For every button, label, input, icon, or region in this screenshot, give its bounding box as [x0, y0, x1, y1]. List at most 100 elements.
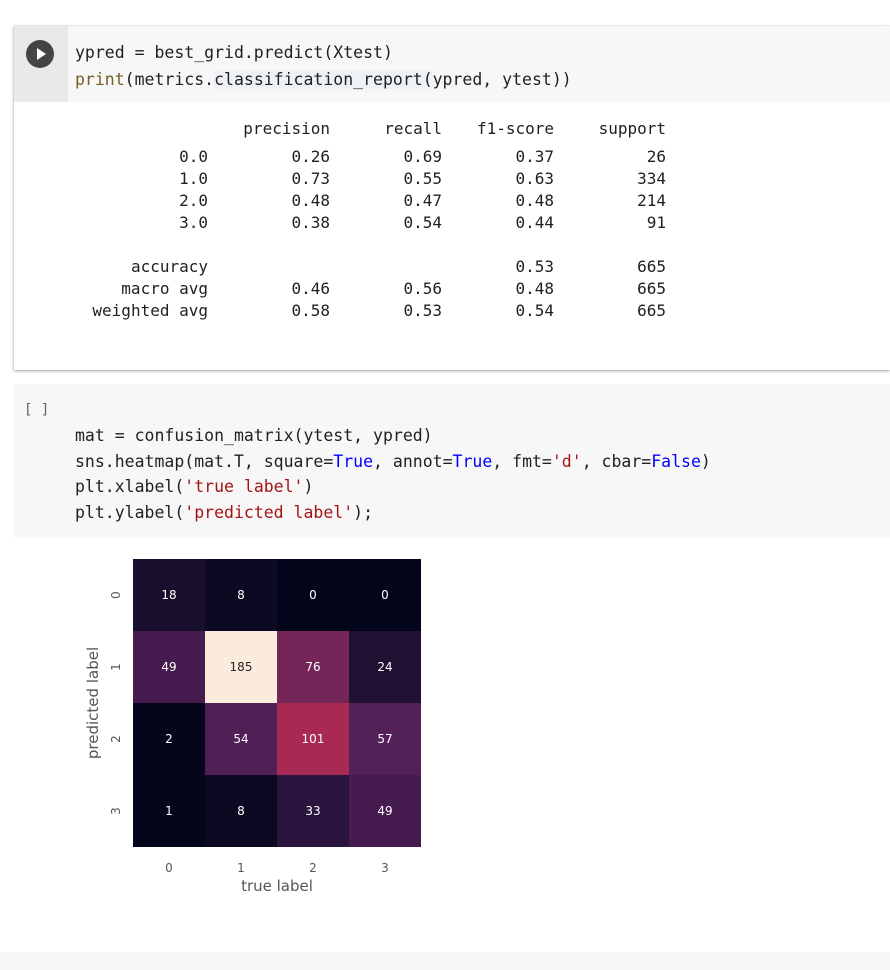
y-tick-label: 0	[109, 591, 123, 599]
y-tick-label: 3	[109, 807, 123, 815]
report-cell: 0.73	[291, 169, 330, 188]
code-token: )	[700, 451, 711, 471]
report-cell: 0.46	[291, 279, 330, 298]
report-cell	[330, 256, 442, 278]
report-cell: weighted avg	[92, 301, 208, 320]
code-cell-1[interactable]: ypred = best_grid.predict(Xtest) print(m…	[14, 26, 890, 370]
report-cell: 0.47	[403, 191, 442, 210]
report-cell: 0.37	[515, 147, 554, 166]
heatmap-cell-label: 49	[377, 804, 392, 818]
classification-report-table: precision recall f1-score support 0.0 0.26 0.6…	[74, 112, 666, 322]
report-header-row: precision recall f1-score support	[74, 112, 666, 146]
code-token: , fmt=	[492, 451, 552, 471]
code-line-2: sns.heatmap(mat.T, square=True, annot=Tr…	[75, 449, 711, 475]
heatmap-cell	[277, 631, 349, 703]
heatmap-cell-label: 185	[230, 660, 253, 674]
report-row: 2.0 0.48 0.47 0.48 214	[74, 190, 666, 212]
report-cell	[74, 234, 208, 256]
cell-execution-prompt: [ ]	[24, 402, 50, 418]
heatmap-cell-label: 57	[377, 732, 392, 746]
report-cell: 0.63	[515, 169, 554, 188]
code-token: )	[303, 477, 314, 496]
heatmap-cell-label: 0	[309, 588, 317, 602]
report-cell: 0.0	[179, 147, 208, 166]
report-cell: 3.0	[179, 213, 208, 232]
report-cell: 0.48	[515, 279, 554, 298]
report-cell	[74, 112, 208, 146]
code-token: plt.ylabel(	[75, 502, 185, 522]
heatmap-cell-label: 1	[165, 804, 173, 818]
code-token-false: False	[651, 451, 701, 471]
code-line-1: ypred = best_grid.predict(Xtest)	[75, 43, 393, 62]
report-cell: 0.56	[403, 279, 442, 298]
report-cell: 665	[637, 257, 666, 276]
heatmap-cell-label: 18	[161, 588, 176, 602]
heatmap-cell	[277, 559, 349, 631]
report-cell: 214	[637, 191, 666, 210]
cell-output: precision recall f1-score support 0.0 0.26 0.6…	[74, 112, 666, 322]
heatmap-cell	[133, 775, 205, 847]
report-cell: 334	[637, 169, 666, 188]
report-cell: 0.53	[403, 301, 442, 320]
heatmap-cell-label: 24	[377, 660, 392, 674]
heatmap-cell	[205, 559, 277, 631]
heatmap-cell-label: 33	[305, 804, 320, 818]
x-tick-label: 2	[309, 861, 317, 875]
report-cell: 0.54	[515, 301, 554, 320]
report-cell: 0.38	[291, 213, 330, 232]
heatmap-cell	[205, 631, 277, 703]
report-row: 0.0 0.26 0.69 0.37 26	[74, 146, 666, 168]
report-cell: 665	[637, 279, 666, 298]
report-cell: recall	[384, 119, 442, 138]
report-cell	[442, 234, 554, 256]
heatmap-svg: 18 8 0 049 185 76 242 54 101 571 8 33 490 1 2 30123true…	[84, 559, 421, 895]
y-axis-label: predicted label	[84, 647, 102, 759]
code-token: , cbar=	[581, 451, 652, 471]
report-cell	[208, 234, 330, 256]
heatmap-cell	[133, 631, 205, 703]
heatmap-cell	[205, 703, 277, 775]
code-editor[interactable]: ypred = best_grid.predict(Xtest) print(m…	[68, 26, 890, 102]
report-spacer-row	[74, 234, 666, 256]
report-cell: 0.48	[291, 191, 330, 210]
code-token-true: True	[333, 451, 374, 471]
code-cell-2[interactable]: [ ] mat = confusion_matrix(ytest, ypred)…	[14, 384, 890, 538]
heatmap-cell	[349, 631, 421, 703]
x-tick-label: 0	[165, 861, 173, 875]
heatmap-cell-label: 0	[381, 588, 389, 602]
notebook-footer-area	[0, 952, 890, 970]
code-token: sns.heatmap(mat.T, square=	[75, 451, 334, 471]
report-cell: support	[598, 119, 666, 138]
heatmap-cell-label: 101	[302, 732, 325, 746]
run-cell-button[interactable]	[26, 40, 54, 68]
heatmap-cell-label: 8	[237, 588, 245, 602]
report-cell: 0.53	[515, 257, 554, 276]
report-summary-row: weighted avg 0.58 0.53 0.54 665	[74, 300, 666, 322]
report-cell: 91	[646, 213, 666, 232]
report-cell: 2.0	[179, 191, 208, 210]
y-tick-label: 1	[109, 663, 123, 671]
cell-gutter	[14, 26, 68, 102]
report-summary-row: accuracy 0.53 665	[74, 256, 666, 278]
report-cell: 0.48	[515, 191, 554, 210]
report-summary-row: macro avg 0.46 0.56 0.48 665	[74, 278, 666, 300]
report-cell: 0.58	[291, 301, 330, 320]
report-cell: 665	[637, 301, 666, 320]
report-cell	[208, 256, 330, 278]
code-token-string: 'predicted label'	[184, 502, 354, 522]
code-token-args: ypred, ytest))	[432, 70, 572, 89]
report-cell: 0.26	[291, 147, 330, 166]
x-tick-label: 3	[381, 861, 389, 875]
report-cell: 0.44	[515, 213, 554, 232]
code-line-4: plt.ylabel('predicted label');	[75, 500, 711, 526]
report-cell: accuracy	[130, 257, 208, 276]
code-token-rest: (metrics.	[124, 70, 215, 89]
y-tick-label: 2	[109, 735, 123, 743]
report-cell: precision	[243, 119, 330, 138]
heatmap-cell	[133, 703, 205, 775]
heatmap-cell	[349, 559, 421, 631]
code-token-string: 'd'	[551, 451, 582, 471]
code-token-highlighted: classification_report(	[214, 70, 433, 89]
heatmap-cell	[205, 775, 277, 847]
code-editor[interactable]: mat = confusion_matrix(ytest, ypred) sns…	[75, 423, 711, 525]
